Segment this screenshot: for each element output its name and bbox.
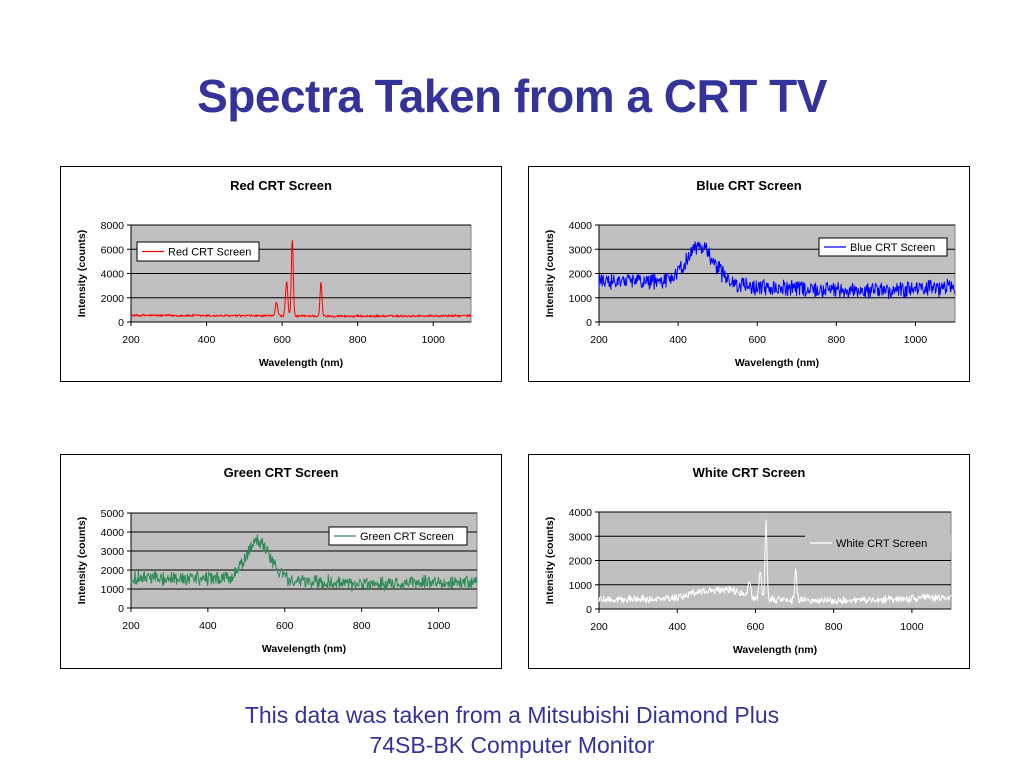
y-tick-label: 2000 [101, 293, 125, 305]
y-tick-label: 1000 [569, 580, 593, 592]
caption-line-2: 74SB-BK Computer Monitor [369, 732, 655, 758]
y-axis-label: Intensity (counts) [76, 517, 88, 605]
legend-label: Blue CRT Screen [850, 242, 935, 254]
y-tick-label: 0 [586, 317, 592, 329]
x-tick-label: 1000 [422, 334, 446, 346]
x-tick-label: 400 [199, 620, 217, 632]
x-tick-label: 400 [668, 621, 686, 633]
x-tick-label: 200 [590, 621, 608, 633]
y-tick-label: 1000 [569, 293, 593, 305]
legend-box [818, 237, 948, 257]
series-line-green [130, 534, 478, 592]
x-axis-label: Wavelength (nm) [262, 643, 346, 655]
y-tick-label: 0 [118, 317, 124, 329]
chart-panel-white: White CRT Screen 0 1000 2000 3000 4000 200 400 6… [528, 454, 970, 669]
legend-box [328, 526, 468, 546]
x-tick-label: 200 [590, 334, 608, 346]
y-tick-label: 6000 [101, 244, 125, 256]
caption: This data was taken from a Mitsubishi Di… [0, 700, 1024, 760]
x-tick-label: 400 [669, 334, 687, 346]
x-tick-label: 600 [273, 334, 291, 346]
caption-line-1: This data was taken from a Mitsubishi Di… [244, 702, 780, 728]
x-tick-label: 800 [828, 334, 846, 346]
y-tick-label: 4000 [101, 527, 125, 539]
x-tick-label: 600 [748, 334, 766, 346]
x-axis-label: Wavelength (nm) [733, 644, 817, 656]
y-tick-label: 4000 [569, 220, 593, 232]
x-axis-label: Wavelength (nm) [735, 357, 819, 369]
legend-label: White CRT Screen [836, 538, 927, 550]
chart-panel-blue: Blue CRT Screen 0 1000 2000 3000 4000 200 400 60… [528, 166, 970, 382]
x-tick-label: 200 [122, 620, 140, 632]
y-tick-label: 2000 [101, 565, 125, 577]
x-axis-label: Wavelength (nm) [259, 357, 343, 369]
y-tick-label: 4000 [569, 507, 593, 519]
blue-crt-chart: Blue CRT Screen 0 1000 2000 3000 4000 200 400 60… [544, 178, 956, 369]
x-tick-label: 200 [122, 334, 140, 346]
x-tick-label: 600 [747, 621, 765, 633]
x-tick-label: 400 [198, 334, 216, 346]
y-tick-label: 1000 [101, 584, 125, 596]
red-crt-chart: Red CRT Screen 0 2000 4000 6000 8000 200 400 600… [76, 178, 472, 369]
series-line-white [598, 519, 952, 605]
y-tick-label: 3000 [101, 546, 125, 558]
y-tick-label: 5000 [101, 508, 125, 520]
x-tick-label: 1000 [904, 334, 928, 346]
x-tick-label: 800 [349, 334, 367, 346]
x-tick-label: 1000 [900, 621, 924, 633]
x-tick-label: 600 [276, 620, 294, 632]
chart-panel-red: Red CRT Screen 0 2000 4000 6000 8000 200 400 600… [60, 166, 502, 382]
x-tick-label: 1000 [427, 620, 451, 632]
legend-box [805, 534, 951, 552]
y-axis-label: Intensity (counts) [544, 517, 556, 605]
y-tick-label: 3000 [569, 531, 593, 543]
x-tick-label: 800 [825, 621, 843, 633]
y-tick-label: 0 [586, 604, 592, 616]
legend-box [136, 241, 260, 262]
y-tick-label: 4000 [101, 269, 125, 281]
y-tick-label: 8000 [101, 220, 125, 232]
series-line-blue [598, 241, 956, 300]
slide-title: Spectra Taken from a CRT TV [197, 70, 827, 122]
white-crt-chart: White CRT Screen 0 1000 2000 3000 4000 200 400 6… [544, 465, 952, 656]
chart-title: Red CRT Screen [230, 178, 332, 193]
y-tick-label: 3000 [569, 244, 593, 256]
chart-title: Blue CRT Screen [696, 178, 802, 193]
y-axis-label: Intensity (counts) [544, 230, 556, 318]
y-tick-label: 0 [118, 603, 124, 615]
green-crt-chart: Green CRT Screen 0 1000 2000 3000 4000 5000 200… [76, 465, 478, 655]
legend-label: Red CRT Screen [168, 247, 251, 259]
series-line-red [130, 240, 472, 318]
chart-title: Green CRT Screen [224, 465, 339, 480]
y-tick-label: 2000 [569, 269, 593, 281]
chart-panel-green: Green CRT Screen 0 1000 2000 3000 4000 5000 200… [60, 454, 502, 669]
chart-title: White CRT Screen [693, 465, 806, 480]
x-tick-label: 800 [353, 620, 371, 632]
y-tick-label: 2000 [569, 556, 593, 568]
y-axis-label: Intensity (counts) [76, 230, 88, 318]
legend-label: Green CRT Screen [360, 531, 454, 543]
